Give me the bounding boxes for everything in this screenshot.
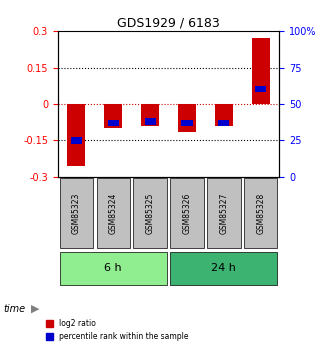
Text: GSM85328: GSM85328 [256,193,265,234]
Text: GSM85324: GSM85324 [108,193,118,234]
FancyBboxPatch shape [97,178,130,248]
Bar [141,104,159,126]
Text: time: time [3,304,25,314]
Text: GSM85326: GSM85326 [182,193,192,234]
Bar [144,118,156,125]
Bar [252,38,270,104]
Legend: log2 ratio, percentile rank within the sample: log2 ratio, percentile rank within the s… [46,319,189,341]
FancyBboxPatch shape [207,178,240,248]
Bar [218,120,230,126]
Bar [178,104,196,132]
Text: 6 h: 6 h [104,263,122,273]
Text: GSM85325: GSM85325 [145,193,155,234]
FancyBboxPatch shape [60,178,93,248]
Text: GSM85323: GSM85323 [72,193,81,234]
Bar [215,104,233,126]
FancyBboxPatch shape [170,178,204,248]
Text: 24 h: 24 h [212,263,236,273]
Bar [108,120,119,126]
Bar [104,104,122,128]
FancyBboxPatch shape [134,178,167,248]
FancyBboxPatch shape [170,252,277,285]
Text: ▶: ▶ [30,304,39,314]
Title: GDS1929 / 6183: GDS1929 / 6183 [117,17,220,30]
Bar [181,120,193,126]
Bar [255,86,266,92]
Bar [71,137,82,144]
Bar [67,104,85,166]
FancyBboxPatch shape [244,178,277,248]
Text: GSM85327: GSM85327 [219,193,229,234]
FancyBboxPatch shape [60,252,167,285]
